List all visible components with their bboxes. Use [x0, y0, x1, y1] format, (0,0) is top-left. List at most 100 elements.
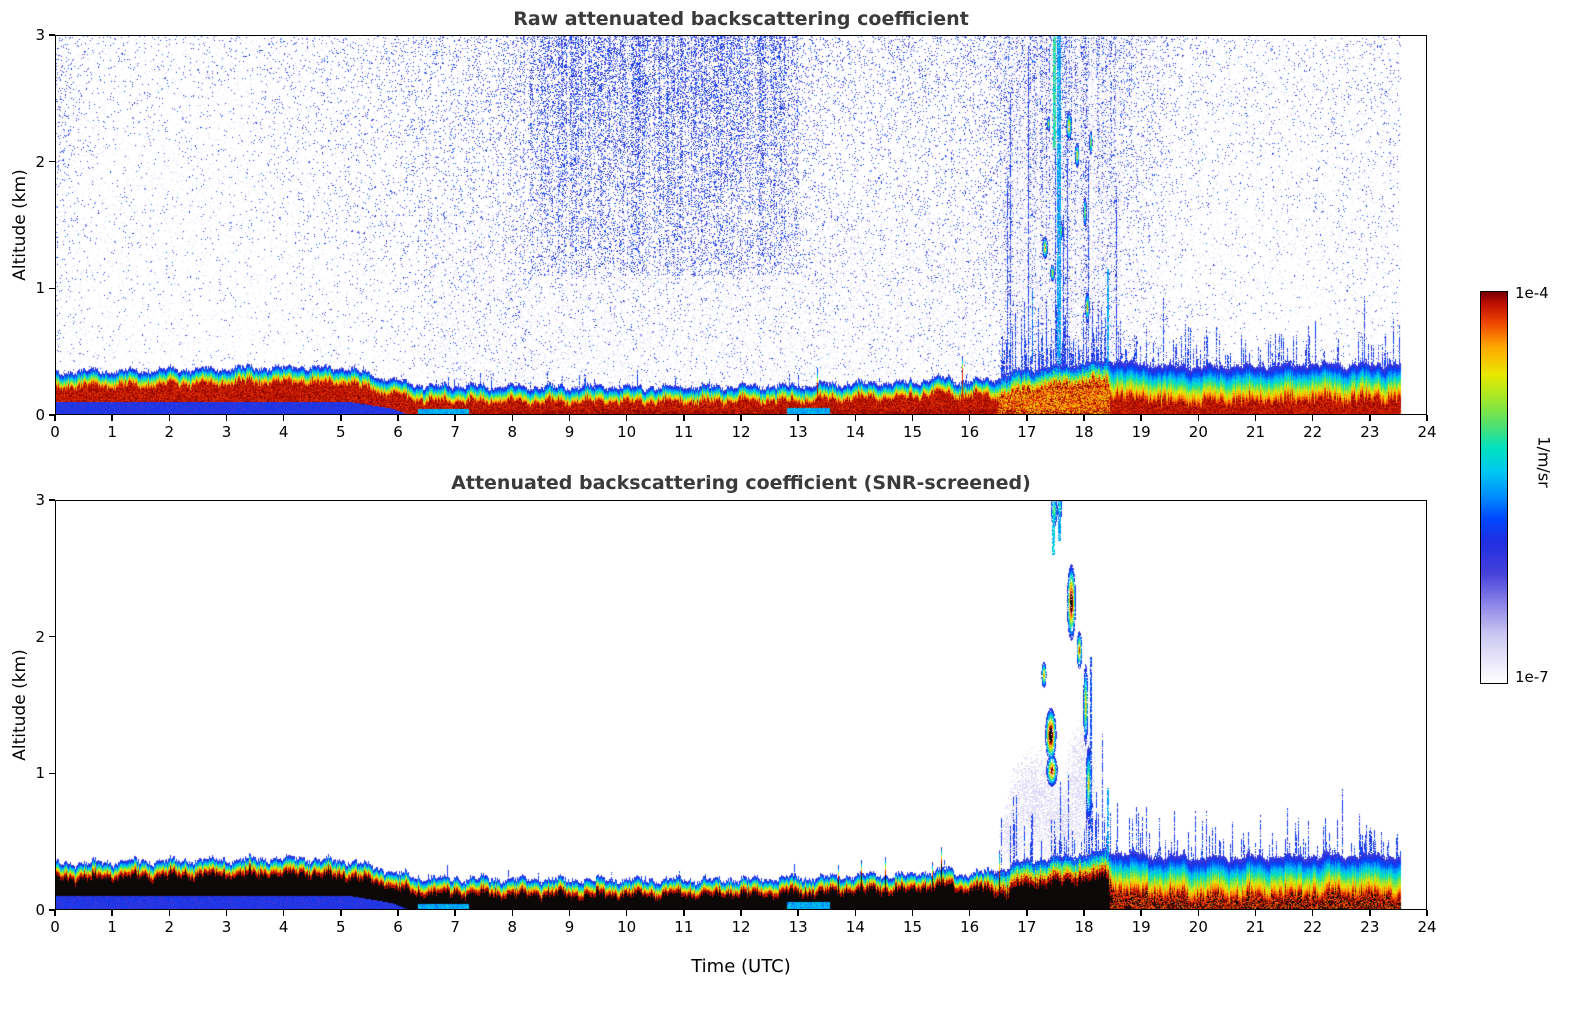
panel2-y-axis-label: Altitude (km) — [10, 649, 30, 761]
x-tick-label: 4 — [278, 918, 289, 936]
x-tick-mark — [1083, 910, 1085, 916]
x-tick-label: 7 — [450, 918, 460, 936]
y-tick-label: 1 — [35, 279, 45, 298]
x-tick-mark — [225, 415, 228, 421]
x-tick-mark — [625, 415, 628, 421]
y-tick-mark — [49, 287, 55, 290]
x-tick-mark — [683, 415, 685, 421]
x-tick-mark — [1197, 910, 1200, 916]
x-tick-label: 7 — [450, 423, 460, 441]
x-tick-label: 20 — [1188, 423, 1208, 441]
x-tick-mark — [1254, 415, 1257, 421]
y-tick-mark — [49, 635, 55, 638]
x-tick-label: 6 — [393, 423, 403, 441]
x-tick-label: 10 — [617, 423, 637, 441]
x-tick-mark — [340, 415, 342, 421]
x-tick-mark — [625, 910, 628, 916]
x-tick-mark — [797, 415, 799, 421]
x-tick-mark — [911, 910, 914, 916]
x-tick-label: 0 — [50, 423, 60, 441]
x-tick-mark — [168, 415, 171, 421]
panel2-heatmap — [55, 500, 1427, 910]
x-tick-label: 13 — [788, 918, 808, 936]
x-axis-label: Time (UTC) — [691, 956, 791, 977]
x-tick-label: 15 — [902, 918, 923, 936]
x-tick-label: 1 — [107, 423, 117, 441]
x-tick-mark — [1140, 910, 1142, 916]
x-tick-label: 1 — [107, 918, 117, 936]
x-tick-mark — [454, 910, 456, 916]
x-tick-label: 14 — [845, 918, 865, 936]
x-tick-label: 20 — [1188, 918, 1208, 936]
x-tick-mark — [1026, 415, 1028, 421]
x-tick-mark — [968, 910, 971, 916]
x-tick-mark — [1197, 415, 1200, 421]
x-tick-mark — [568, 415, 571, 421]
x-tick-mark — [111, 910, 113, 916]
x-tick-mark — [282, 415, 285, 421]
x-tick-label: 16 — [960, 918, 980, 936]
x-tick-mark — [1369, 910, 1371, 916]
x-tick-mark — [1426, 910, 1428, 916]
y-tick-mark — [49, 34, 55, 36]
x-tick-label: 0 — [50, 918, 60, 936]
y-tick-label: 1 — [35, 764, 45, 783]
x-tick-mark — [1311, 415, 1314, 421]
x-tick-mark — [740, 910, 742, 916]
y-tick-label: 0 — [35, 901, 45, 919]
x-tick-mark — [1140, 415, 1142, 421]
x-tick-label: 23 — [1360, 423, 1380, 441]
x-tick-mark — [1369, 415, 1371, 421]
x-tick-mark — [168, 910, 171, 916]
x-tick-mark — [683, 910, 685, 916]
x-tick-mark — [1254, 910, 1257, 916]
x-tick-mark — [511, 910, 514, 916]
x-tick-label: 6 — [393, 918, 403, 936]
x-tick-mark — [225, 910, 228, 916]
x-tick-mark — [1026, 910, 1028, 916]
y-tick-mark — [49, 909, 55, 911]
x-tick-mark — [911, 415, 914, 421]
x-tick-mark — [1311, 910, 1314, 916]
x-tick-mark — [397, 415, 399, 421]
x-tick-mark — [1426, 415, 1428, 421]
x-tick-label: 17 — [1017, 423, 1037, 441]
y-tick-mark — [49, 160, 55, 163]
y-tick-label: 2 — [35, 152, 45, 171]
y-tick-label: 3 — [35, 26, 45, 44]
x-tick-label: 12 — [731, 918, 751, 936]
x-tick-mark — [511, 415, 514, 421]
colorbar-unit-label: 1/m/sr — [1534, 436, 1554, 488]
x-tick-label: 2 — [164, 423, 175, 441]
x-tick-label: 9 — [564, 918, 575, 936]
panel2-title: Attenuated backscattering coefficient (S… — [451, 472, 1031, 494]
y-tick-label: 3 — [35, 491, 45, 509]
x-tick-label: 21 — [1245, 423, 1266, 441]
y-tick-label: 2 — [35, 627, 45, 646]
x-tick-label: 21 — [1245, 918, 1266, 936]
x-tick-mark — [282, 910, 285, 916]
colorbar-gradient — [1481, 292, 1507, 683]
x-tick-label: 23 — [1360, 918, 1380, 936]
y-tick-label: 0 — [35, 406, 45, 424]
x-tick-label: 13 — [788, 423, 808, 441]
x-tick-mark — [340, 910, 342, 916]
x-tick-label: 18 — [1074, 423, 1094, 441]
x-tick-label: 3 — [221, 423, 232, 441]
x-tick-mark — [54, 910, 56, 916]
colorbar-max-label: 1e-4 — [1515, 284, 1549, 302]
x-tick-mark — [968, 415, 971, 421]
panel1-y-axis-label: Altitude (km) — [10, 169, 30, 281]
x-tick-label: 5 — [336, 423, 346, 441]
x-tick-mark — [854, 415, 857, 421]
x-tick-label: 4 — [278, 423, 289, 441]
x-tick-mark — [54, 415, 56, 421]
x-tick-label: 24 — [1417, 918, 1437, 936]
x-tick-label: 2 — [164, 918, 175, 936]
x-tick-mark — [1083, 415, 1085, 421]
x-tick-label: 17 — [1017, 918, 1037, 936]
x-tick-label: 11 — [674, 918, 694, 936]
x-tick-label: 8 — [507, 918, 518, 936]
x-tick-label: 3 — [221, 918, 232, 936]
